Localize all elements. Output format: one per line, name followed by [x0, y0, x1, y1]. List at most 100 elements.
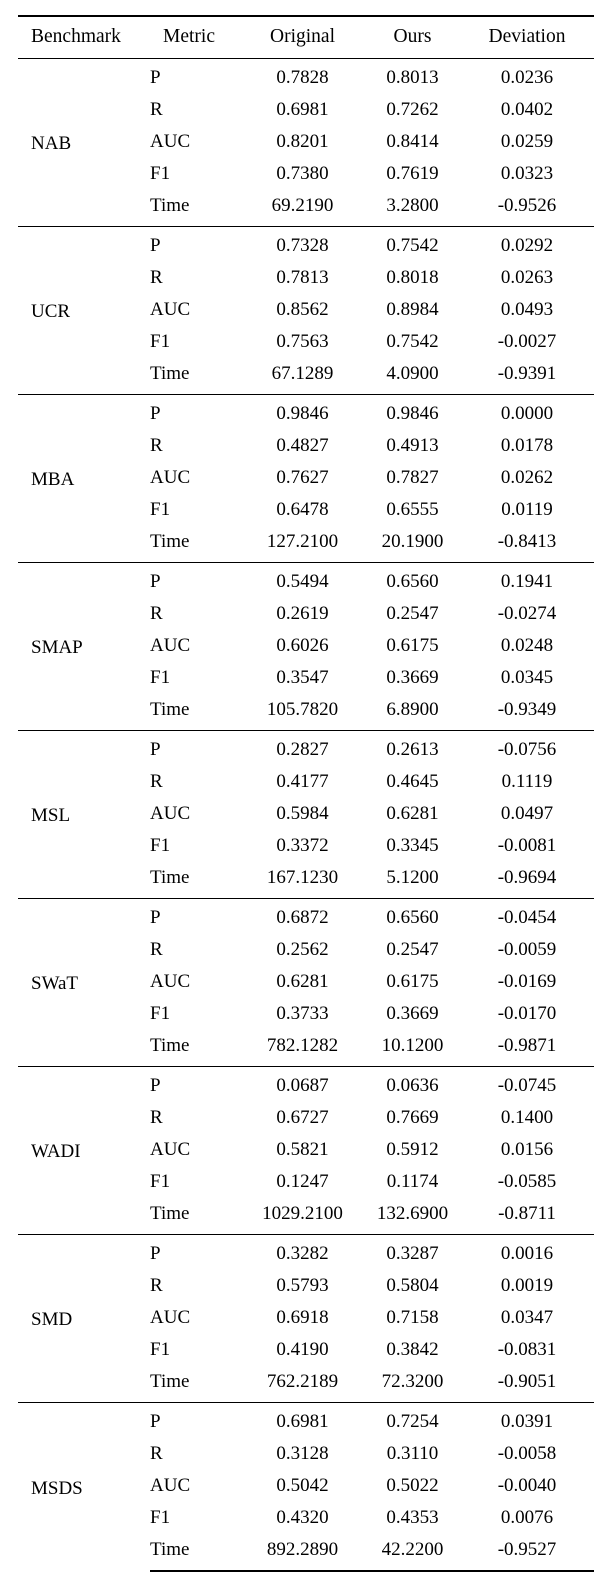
table-row: R 0.2562 0.2547 -0.0059: [18, 934, 594, 966]
table-row: F1 0.7380 0.7619 0.0323: [18, 158, 594, 190]
original-cell: 0.2562: [276, 939, 329, 960]
original-cell: 0.4190: [276, 1339, 329, 1360]
deviation-cell: 0.0019: [500, 1275, 554, 1296]
deviation-cell: -0.0027: [497, 331, 557, 352]
metric-cell: Time: [150, 363, 190, 384]
table-row: Time 167.1230 5.1200 -0.9694: [18, 862, 594, 899]
original-cell: 0.3547: [276, 667, 329, 688]
metric-cell: Time: [150, 1203, 190, 1224]
metric-cell: AUC: [150, 1139, 191, 1160]
original-cell: 167.1230: [266, 867, 339, 888]
ours-cell: 5.1200: [386, 867, 439, 888]
metric-cell: Time: [150, 195, 190, 216]
original-cell: 0.3282: [240, 1234, 365, 1270]
header-original: Original: [240, 15, 365, 59]
metric-cell: AUC: [150, 803, 191, 824]
benchmark-group: WADI P 0.0687 0.0636 -0.0745 R 0.6727 0.7669 0.1…: [18, 1066, 594, 1235]
table-row: F1 0.7563 0.7542 -0.0027: [18, 326, 594, 358]
table-row: Time 105.7820 6.8900 -0.9349: [18, 694, 594, 731]
ours-cell: 0.2547: [386, 603, 439, 624]
table-row: Time 762.2189 72.3200 -0.9051: [18, 1366, 594, 1403]
metric-cell: F1: [150, 1171, 171, 1192]
deviation-cell: -0.0756: [460, 730, 594, 766]
deviation-cell: -0.0274: [497, 603, 557, 624]
ours-cell: 0.7262: [386, 99, 439, 120]
metric-cell: AUC: [150, 1475, 191, 1496]
ours-cell: 0.0636: [365, 1066, 460, 1102]
metric-cell: AUC: [150, 467, 191, 488]
metric-cell: P: [150, 1234, 240, 1270]
ours-cell: 0.6175: [386, 635, 439, 656]
deviation-cell: -0.9526: [497, 195, 557, 216]
benchmark-group: MSDS P 0.6981 0.7254 0.0391 R 0.3128 0.3110 -0.0…: [18, 1402, 594, 1572]
ours-cell: 42.2200: [365, 1534, 460, 1572]
deviation-cell: -0.0745: [460, 1066, 594, 1102]
benchmark-group: UCR P 0.7328 0.7542 0.0292 R 0.7813 0.8018 0.026…: [18, 226, 594, 395]
table-row: AUC 0.8201 0.8414 0.0259: [18, 126, 594, 158]
original-cell: 782.1282: [266, 1035, 339, 1056]
ours-cell: 0.5804: [386, 1275, 439, 1296]
deviation-cell: 0.0076: [500, 1507, 554, 1528]
table-row: F1 0.3733 0.3669 -0.0170: [18, 998, 594, 1030]
ours-cell: 3.2800: [386, 195, 439, 216]
table-row: AUC 0.6918 0.7158 0.0347: [18, 1302, 594, 1334]
ours-cell: 0.9846: [365, 394, 460, 430]
table-row: R 0.7813 0.8018 0.0263: [18, 262, 594, 294]
header-ours: Ours: [365, 15, 460, 59]
deviation-cell: -0.9051: [497, 1371, 557, 1392]
deviation-cell: -0.0169: [497, 971, 557, 992]
deviation-cell: 0.0178: [500, 435, 554, 456]
table-row: F1 0.3372 0.3345 -0.0081: [18, 830, 594, 862]
original-cell: 0.5494: [240, 562, 365, 598]
table-row: F1 0.4190 0.3842 -0.0831: [18, 1334, 594, 1366]
table-row: R 0.4827 0.4913 0.0178: [18, 430, 594, 462]
original-cell: 0.2619: [276, 603, 329, 624]
ours-cell: 0.3110: [386, 1443, 439, 1464]
benchmark-name: UCR: [18, 226, 150, 395]
ours-cell: 0.6281: [386, 803, 439, 824]
deviation-cell: 0.0497: [500, 803, 554, 824]
metric-cell: R: [150, 267, 163, 288]
deviation-cell: 0.0292: [460, 226, 594, 262]
benchmark-group: SMD P 0.3282 0.3287 0.0016 R 0.5793 0.5804 0.001…: [18, 1234, 594, 1403]
ours-cell: 0.6175: [386, 971, 439, 992]
table-row: F1 0.1247 0.1174 -0.0585: [18, 1166, 594, 1198]
benchmark-name: MSDS: [18, 1402, 150, 1571]
deviation-cell: -0.0058: [497, 1443, 557, 1464]
ours-cell: 0.8414: [386, 131, 439, 152]
metric-cell: P: [150, 1402, 240, 1438]
ours-cell: 20.1900: [381, 531, 444, 552]
table-row: R 0.4177 0.4645 0.1119: [18, 766, 594, 798]
ours-cell: 0.5912: [386, 1139, 439, 1160]
table-row: Time 69.2190 3.2800 -0.9526: [18, 190, 594, 227]
original-cell: 0.5821: [276, 1139, 329, 1160]
original-cell: 0.7563: [276, 331, 329, 352]
ours-cell: 0.2613: [365, 730, 460, 766]
deviation-cell: 0.1400: [500, 1107, 554, 1128]
ours-cell: 0.4645: [386, 771, 439, 792]
deviation-cell: -0.9871: [497, 1035, 557, 1056]
header-row: Benchmark Metric Original Ours Deviation: [18, 15, 594, 59]
original-cell: 0.5984: [276, 803, 329, 824]
table-row: AUC 0.6026 0.6175 0.0248: [18, 630, 594, 662]
benchmark-name: WADI: [18, 1066, 150, 1235]
deviation-cell: 0.0347: [500, 1307, 554, 1328]
deviation-cell: 0.0156: [500, 1139, 554, 1160]
results-table-container: Benchmark Metric Original Ours Deviation…: [18, 15, 594, 1572]
deviation-cell: 0.0262: [500, 467, 554, 488]
ours-cell: 0.8984: [386, 299, 439, 320]
metric-cell: F1: [150, 163, 171, 184]
original-cell: 0.8201: [276, 131, 329, 152]
benchmark-name: SMD: [18, 1234, 150, 1403]
metric-cell: R: [150, 1107, 163, 1128]
metric-cell: F1: [150, 667, 171, 688]
original-cell: 0.7828: [240, 58, 365, 94]
metric-cell: Time: [150, 1035, 190, 1056]
table-row: WADI P 0.0687 0.0636 -0.0745: [18, 1066, 594, 1235]
metric-cell: AUC: [150, 635, 191, 656]
original-cell: 0.6918: [276, 1307, 329, 1328]
header-metric: Metric: [150, 15, 240, 59]
original-cell: 0.4320: [276, 1507, 329, 1528]
metric-cell: R: [150, 99, 163, 120]
table-row: F1 0.6478 0.6555 0.0119: [18, 494, 594, 526]
